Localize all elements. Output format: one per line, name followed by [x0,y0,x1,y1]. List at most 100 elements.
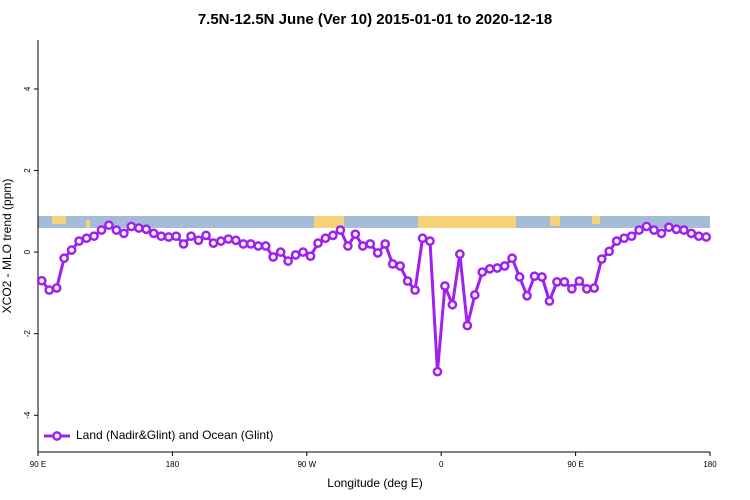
x-tick-label: 90 E [30,460,46,469]
point [148,228,159,239]
point [96,225,107,235]
point [634,225,644,235]
point [440,281,450,291]
point [649,225,659,235]
point [275,247,286,257]
point [51,283,62,293]
point [290,250,301,260]
point [477,267,488,277]
point [74,236,84,246]
point [171,231,181,242]
point [245,239,256,249]
chart-title: 7.5N-12.5N June (Ver 10) 2015-01-01 to 2… [198,11,552,28]
point [313,238,323,248]
point [686,228,697,239]
x-tick-label: 180 [166,460,180,469]
point [671,224,682,235]
point [492,263,503,273]
point [59,253,69,264]
point [611,236,622,246]
point [581,283,592,294]
point [469,290,480,300]
point [350,229,361,240]
point [664,222,674,233]
point [44,285,55,295]
point [507,253,517,264]
x-tick-label: 180 [703,460,717,469]
point [604,246,615,257]
point [119,228,129,239]
point [133,223,144,233]
point [417,233,428,244]
point [320,233,331,244]
y-tick-label: -2 [23,330,32,338]
point [641,221,652,232]
point [208,238,219,248]
point [447,299,458,310]
series-line [40,223,707,372]
point [328,230,338,241]
point [283,256,293,266]
point [537,272,547,282]
point [619,233,629,244]
point [432,366,443,377]
y-axis-label: XCO2 - MLO trend (ppm) [0,179,14,314]
point [298,247,308,257]
point [701,232,712,242]
point [268,252,279,262]
point [365,239,376,249]
point [66,245,77,255]
point [462,320,473,331]
point [567,283,577,294]
y-tick-label: -4 [23,411,32,419]
point [104,220,114,231]
point [81,233,92,244]
point [335,225,346,235]
point [372,248,383,258]
point [126,221,137,232]
point [544,296,555,306]
x-tick-label: 90 W [297,460,316,469]
point [253,241,264,251]
point [387,259,398,269]
point [260,241,271,251]
point [141,224,152,235]
point [529,271,540,282]
point [693,231,704,242]
x-axis-label: Longitude (deg E) [327,476,422,490]
point [589,283,600,293]
y-tick-label: 4 [23,86,32,91]
point [36,275,47,286]
x-tick-label: 0 [439,460,444,469]
point [380,239,391,249]
x-tick-label: 90 E [567,460,583,469]
point [626,231,637,242]
point [402,276,413,286]
point [111,225,122,235]
point [163,232,174,242]
point [514,272,525,282]
legend-label: Land (Nadir&Glint) and Ocean (Glint) [76,428,273,442]
point [357,241,368,251]
point [484,263,495,274]
point [679,225,689,235]
point [305,251,316,262]
point [522,290,532,301]
point [425,236,435,246]
point [410,285,420,295]
point [193,235,204,246]
point [231,235,241,246]
legend-marker [52,431,62,441]
point [596,254,607,264]
point [238,239,249,249]
point [216,236,226,246]
point [574,276,585,286]
point [455,249,465,260]
point [186,231,196,242]
point [395,261,405,271]
point [559,277,570,287]
y-tick-label: 0 [23,249,32,254]
land-ocean-strip [38,216,710,228]
point [656,228,667,239]
